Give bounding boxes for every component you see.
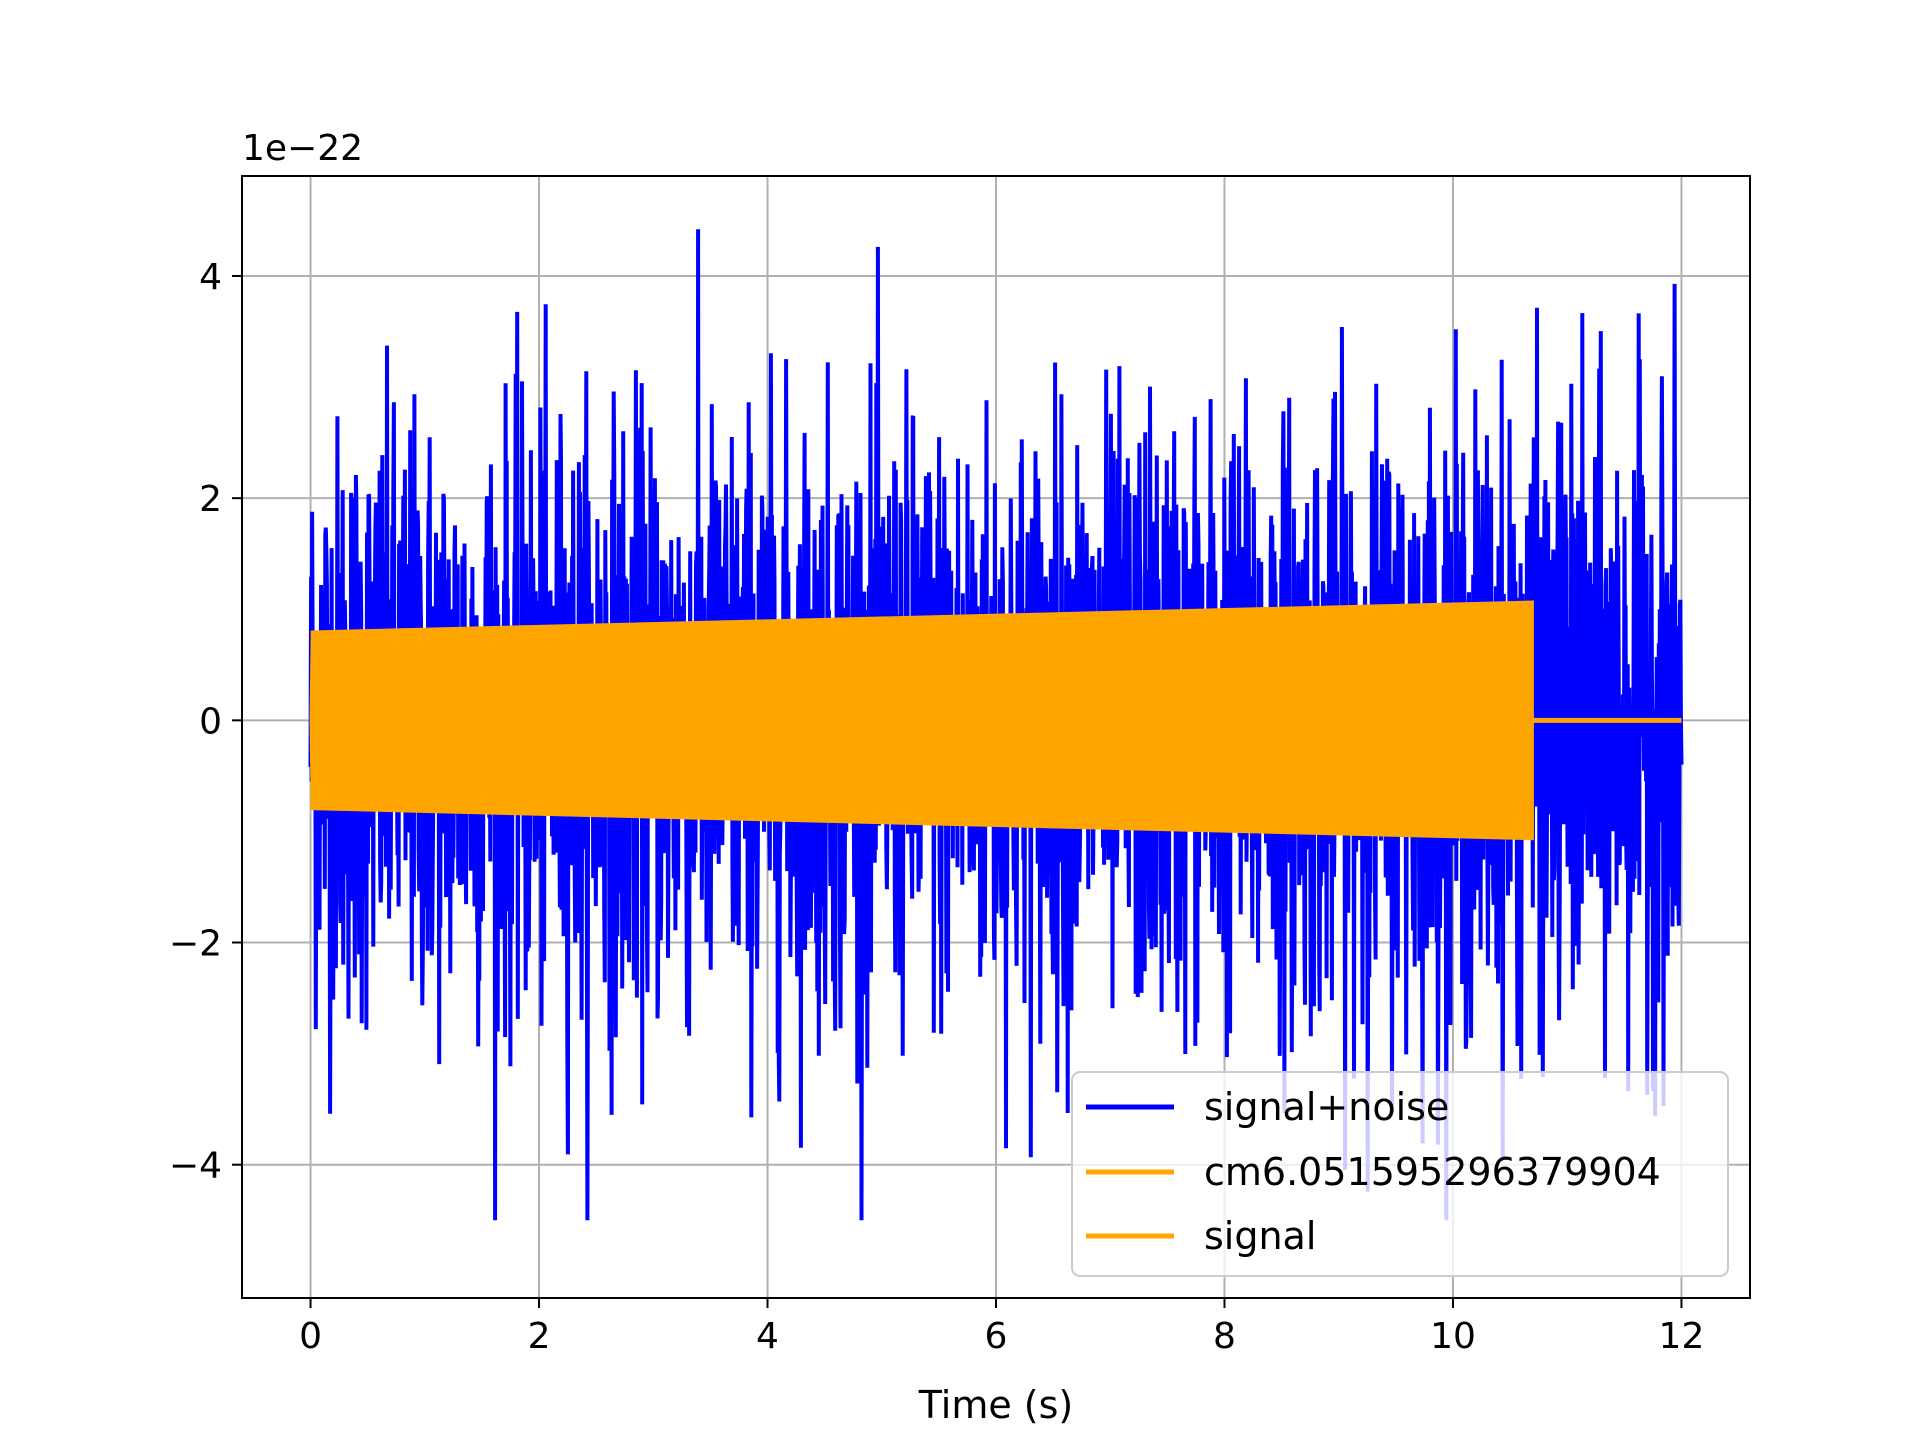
series-signal-band xyxy=(309,600,1534,841)
legend: signal+noise cm6.051595296379904 signal xyxy=(1071,1071,1729,1277)
y-tick-label: 4 xyxy=(199,257,222,298)
x-tick-label: 0 xyxy=(299,1316,322,1357)
x-tick-label: 4 xyxy=(756,1316,779,1357)
legend-label-signal: signal xyxy=(1204,1214,1316,1258)
legend-box xyxy=(1071,1071,1729,1277)
y-axis-ticks: −4 −2 0 2 4 xyxy=(169,257,242,1187)
plot-area xyxy=(308,229,1684,1221)
y-tick-label: 0 xyxy=(199,701,222,742)
x-axis-ticks: 0 2 4 6 8 10 12 xyxy=(299,1298,1704,1357)
y-tick-label: −2 xyxy=(169,924,222,965)
x-tick-label: 12 xyxy=(1659,1316,1705,1357)
x-axis-label: Time (s) xyxy=(918,1383,1074,1427)
y-tick-label: 2 xyxy=(199,479,222,520)
x-tick-label: 10 xyxy=(1430,1316,1476,1357)
legend-label-cm: cm6.051595296379904 xyxy=(1204,1150,1661,1194)
y-offset-label: 1e−22 xyxy=(242,128,363,169)
x-tick-label: 6 xyxy=(985,1316,1008,1357)
y-tick-label: −4 xyxy=(169,1146,222,1187)
x-tick-label: 2 xyxy=(528,1316,551,1357)
legend-label-signal-noise: signal+noise xyxy=(1204,1085,1449,1129)
x-tick-label: 8 xyxy=(1213,1316,1236,1357)
